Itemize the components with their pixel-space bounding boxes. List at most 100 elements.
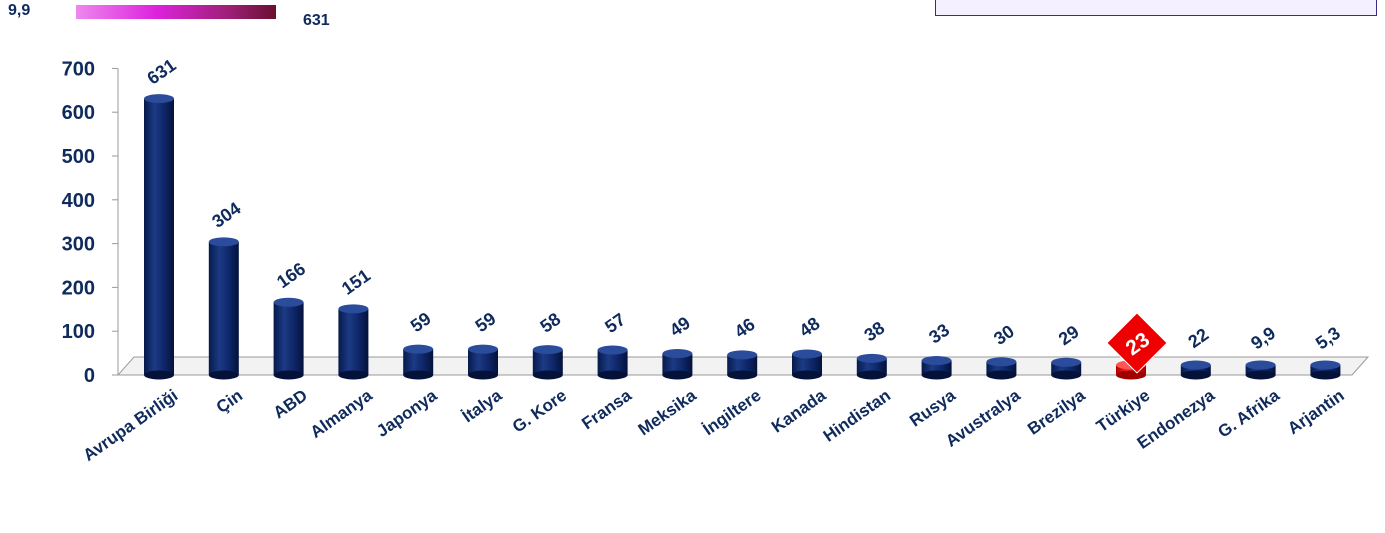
x-tick-label-g-afrika: G. Afrika bbox=[1214, 385, 1283, 441]
bar-cap-ingiltere bbox=[727, 350, 758, 360]
value-label-kanada: 48 bbox=[796, 313, 824, 341]
bar-cap-arjantin bbox=[1310, 360, 1341, 370]
bar-base-fransa bbox=[597, 370, 628, 380]
y-tick-label: 700 bbox=[62, 58, 95, 80]
x-tick-label-italya: İtalya bbox=[459, 385, 506, 426]
bar-cap-g-kore bbox=[532, 345, 563, 355]
value-label-italya: 59 bbox=[472, 308, 500, 336]
x-tick-label-meksika: Meksika bbox=[635, 385, 701, 439]
y-tick-label: 0 bbox=[84, 365, 95, 387]
bar-hindistan bbox=[856, 358, 887, 375]
value-label-hindistan: 38 bbox=[860, 318, 888, 346]
bar-cap-avustralya bbox=[986, 357, 1017, 367]
y-tick-label: 400 bbox=[62, 190, 95, 212]
value-label-cin: 304 bbox=[208, 198, 244, 232]
info-box bbox=[935, 0, 1377, 16]
value-label-avustralya: 30 bbox=[990, 321, 1018, 349]
bar-cap-almanya bbox=[338, 304, 369, 314]
x-tick-label-fransa: Fransa bbox=[578, 385, 635, 433]
value-label-rusya: 33 bbox=[925, 320, 953, 348]
legend-max-label: 631 bbox=[303, 12, 330, 29]
x-tick-label-cin: Çin bbox=[213, 386, 246, 417]
y-tick-label: 300 bbox=[62, 234, 95, 256]
bar-kanada bbox=[792, 353, 822, 375]
chart-labels: 631 Avrupa Birliği 304 Çin 166 ABD 151 Almanya 5… bbox=[80, 55, 1348, 465]
value-label-fransa: 57 bbox=[601, 309, 629, 337]
x-tick-label-japonya: Japonya bbox=[373, 385, 441, 440]
value-label-endonezya: 22 bbox=[1184, 324, 1212, 352]
bar-base-arjantin bbox=[1310, 370, 1341, 380]
bar-cap-hindistan bbox=[856, 353, 887, 363]
bar-avrupa-birligi bbox=[144, 98, 174, 375]
x-tick-label-g-kore: G. Kore bbox=[509, 386, 570, 437]
value-label-g-kore: 58 bbox=[536, 309, 564, 337]
bar-abd bbox=[273, 302, 304, 375]
bar-base-g-kore bbox=[532, 370, 563, 380]
bar-base-japonya bbox=[403, 370, 434, 380]
value-label-arjantin: 5,3 bbox=[1312, 323, 1344, 354]
bar-g-afrika bbox=[1245, 365, 1276, 375]
bar-cap-italya bbox=[468, 344, 498, 354]
x-tick-label-rusya: Rusya bbox=[906, 385, 959, 430]
x-tick-label-hindistan: Hindistan bbox=[820, 386, 894, 446]
bar-base-ingiltere bbox=[727, 370, 758, 380]
bar-base-almanya bbox=[338, 370, 369, 380]
bar-cin bbox=[208, 241, 239, 375]
bar-meksika bbox=[662, 353, 693, 375]
bar-cap-japonya bbox=[403, 344, 434, 354]
value-label-brezilya: 29 bbox=[1055, 321, 1083, 349]
value-label-almanya: 151 bbox=[338, 265, 374, 299]
bar-base-avustralya bbox=[986, 370, 1017, 380]
bar-base-hindistan bbox=[856, 370, 887, 380]
bar-turkiye bbox=[1116, 364, 1146, 375]
chart-axes: 0 100 200 300 400 500 600 700 bbox=[62, 58, 1370, 387]
y-tick-label: 200 bbox=[62, 277, 95, 299]
bar-endonezya bbox=[1180, 365, 1211, 375]
bar-base-rusya bbox=[921, 370, 952, 380]
bar-base-abd bbox=[273, 370, 304, 380]
bar-cap-brezilya bbox=[1051, 357, 1082, 367]
bar-cap-meksika bbox=[662, 349, 693, 359]
value-label-ingiltere: 46 bbox=[731, 314, 759, 342]
y-tick-label: 600 bbox=[62, 102, 95, 124]
bar-base-avrupa-birligi bbox=[144, 370, 174, 380]
bar-cap-rusya bbox=[921, 356, 952, 366]
bar-cap-cin bbox=[208, 237, 239, 247]
x-tick-label-ingiltere: İngiltere bbox=[699, 386, 764, 439]
bar-almanya bbox=[338, 308, 369, 375]
bar-cap-abd bbox=[273, 297, 304, 307]
x-tick-label-arjantin: Arjantin bbox=[1284, 386, 1348, 438]
bar-base-cin bbox=[208, 370, 239, 380]
bar-base-italya bbox=[468, 370, 498, 380]
bar-arjantin bbox=[1310, 365, 1341, 375]
bar-base-turkiye bbox=[1116, 370, 1146, 380]
x-tick-label-brezilya: Brezilya bbox=[1024, 385, 1089, 438]
bar-base-endonezya bbox=[1180, 370, 1211, 380]
bar-cap-endonezya bbox=[1180, 360, 1211, 370]
y-tick-label: 100 bbox=[62, 321, 95, 343]
bar-base-meksika bbox=[662, 370, 693, 380]
y-tick-label: 500 bbox=[62, 146, 95, 168]
bar-cap-fransa bbox=[597, 345, 628, 355]
bar-base-kanada bbox=[792, 370, 822, 380]
bar-ingiltere bbox=[727, 354, 758, 375]
value-label-japonya: 59 bbox=[407, 308, 435, 336]
highlight-badge bbox=[1106, 312, 1168, 374]
bar-cap-g-afrika bbox=[1245, 360, 1276, 370]
chart-bars bbox=[144, 94, 1341, 380]
value-label-meksika: 49 bbox=[666, 313, 694, 341]
legend-min-label: 9,9 bbox=[8, 2, 31, 19]
bar-cap-kanada bbox=[792, 349, 822, 359]
x-tick-label-almanya: Almanya bbox=[307, 385, 376, 442]
legend-color-scale bbox=[76, 5, 276, 19]
x-tick-label-avrupa-birligi: Avrupa Birliği bbox=[80, 386, 182, 465]
bar-base-brezilya bbox=[1051, 370, 1082, 380]
value-label-g-afrika: 9,9 bbox=[1247, 323, 1279, 354]
x-tick-label-turkiye: Türkiye bbox=[1093, 386, 1153, 436]
bar-base-g-afrika bbox=[1245, 370, 1276, 380]
value-label-abd: 166 bbox=[273, 259, 309, 293]
x-tick-label-abd: ABD bbox=[270, 386, 311, 423]
bar-cap-avrupa-birligi bbox=[144, 94, 174, 104]
value-label-avrupa-birligi: 631 bbox=[144, 55, 180, 89]
